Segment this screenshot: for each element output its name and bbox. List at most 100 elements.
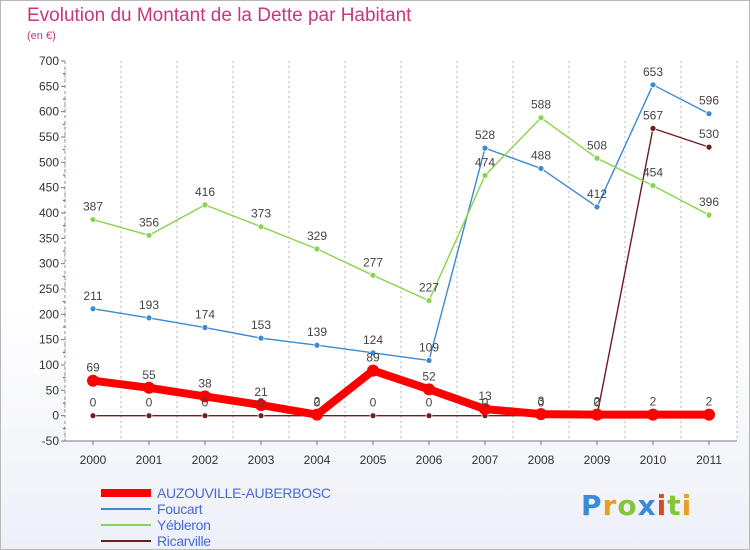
y-tick-label: 350 [39,231,59,245]
data-point [423,383,435,396]
y-tick-label: 600 [39,105,59,119]
data-point [257,412,265,420]
legend-label: Yébleron [157,517,211,533]
data-label: 528 [475,128,495,142]
data-point [145,412,153,420]
data-point [369,271,377,279]
proxiti-logo: Proxiti [581,489,692,522]
data-label: 488 [531,148,551,162]
data-label: 3 [538,394,545,408]
legend-item: Foucart [101,501,331,517]
x-tick-label: 2008 [528,453,555,467]
data-label: 0 [594,396,601,410]
data-point [425,357,433,364]
legend-swatch [101,508,151,510]
legend-item: Ricarville [101,533,331,549]
data-point [705,143,713,151]
data-label: 109 [419,340,439,354]
data-label: 329 [307,229,327,243]
y-tick-label: 500 [39,155,59,169]
x-tick-label: 2009 [584,453,611,467]
data-label: 530 [699,127,719,141]
data-point [369,349,377,357]
y-tick-label: 450 [39,181,59,195]
data-point [649,124,657,132]
data-point [479,403,491,416]
data-label: 55 [142,368,156,382]
data-point [201,324,209,331]
data-point [705,110,713,118]
data-label: 416 [195,185,215,199]
data-label: 567 [643,108,663,122]
data-label: 2 [314,395,321,409]
y-tick-label: 400 [39,206,59,220]
data-point [537,114,545,122]
data-label: 0 [370,396,377,410]
data-label: 396 [699,195,719,209]
logo-letter: o [617,489,638,522]
data-label: 0 [482,396,489,410]
data-label: 0 [314,396,321,410]
data-point [481,172,489,179]
data-point [201,412,209,420]
data-label: 508 [587,138,607,152]
data-label: 211 [83,289,102,303]
x-tick-label: 2001 [136,453,163,467]
data-point [257,223,265,231]
legend-swatch [101,489,151,497]
data-label: 21 [254,385,268,399]
legend-label: Foucart [157,501,203,517]
data-point [705,211,713,219]
data-label: 373 [251,207,271,221]
x-tick-label: 2003 [248,453,275,467]
legend-item: AUZOUVILLE-AUBERBOSC [101,485,331,501]
y-tick-label: 550 [39,130,59,144]
data-label: 139 [307,325,327,339]
y-tick-label: 700 [39,54,59,68]
y-tick-label: 650 [39,79,59,93]
data-label: 13 [478,389,492,403]
data-point [313,245,321,253]
data-label: 69 [86,361,100,375]
chart-subtitle: (en €) [27,30,56,42]
data-label: 277 [363,255,383,269]
data-label: 0 [202,396,209,410]
series-y-bleron [89,114,713,305]
y-tick-label: 0 [52,409,59,423]
x-tick-label: 2010 [640,453,667,467]
y-tick-label: 100 [39,358,59,372]
y-tick-label: -50 [42,434,60,448]
data-point [145,231,153,239]
data-label: 2 [706,395,713,409]
x-tick-label: 2011 [696,453,722,467]
series-line [89,366,713,419]
data-point [311,408,323,421]
data-point [199,390,211,403]
logo-letter: i [681,489,693,522]
data-label: 356 [139,215,159,229]
logo-letter: t [667,489,682,522]
data-label: 0 [538,396,545,410]
series-line [92,117,710,302]
logo-letter: i [656,489,668,522]
legend-swatch [101,524,151,526]
series-auzouville-auberbosc [87,364,715,421]
data-point [649,182,657,190]
logo-letter: P [581,489,603,522]
data-point [537,165,545,172]
legend: AUZOUVILLE-AUBERBOSC Foucart Yébleron Ricar… [101,485,331,549]
data-point [89,305,97,313]
data-point [145,314,153,322]
data-label: 474 [475,156,495,170]
data-label: 124 [363,333,383,347]
series-line [92,127,710,417]
data-point [201,201,209,209]
data-point [425,297,433,305]
data-label: 412 [587,187,607,201]
data-point [143,381,155,394]
data-label: 653 [643,65,663,79]
data-point [591,408,603,421]
data-label: 193 [139,298,159,312]
